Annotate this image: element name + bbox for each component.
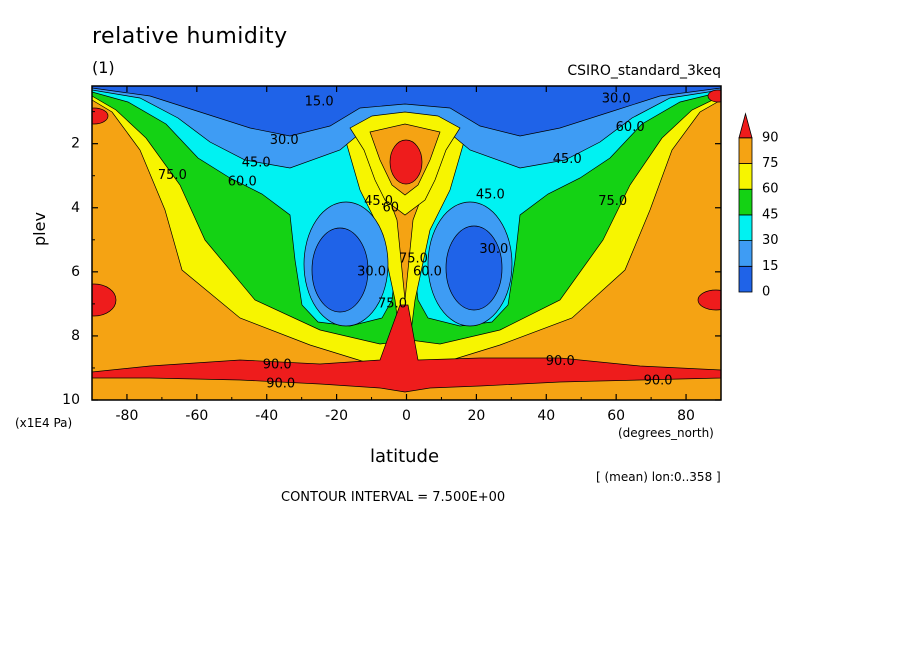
band-0-15-upper [92, 86, 721, 137]
contour-label-0: 15.0 [305, 95, 334, 110]
x-tick-label-8: 80 [677, 408, 695, 424]
x-tick-label-6: 40 [537, 408, 555, 424]
contour-label-9: 60.0 [413, 264, 442, 279]
colorbar-label-6: 90 [762, 130, 779, 145]
contour-label-1: 30.0 [270, 133, 299, 148]
contour-label-16: 75.0 [598, 194, 627, 209]
contour-label-19: 90.0 [546, 354, 575, 369]
run-label: CSIRO_standard_3keq [567, 63, 721, 79]
axes: -80 -60 -40 -20 0 20 40 60 80 2 4 6 8 10 [62, 86, 722, 424]
filled-contours [92, 86, 721, 400]
colorbar-label-0: 0 [762, 285, 770, 300]
contour-label-6: 60 [383, 200, 400, 215]
colorbar-box-2 [738, 214, 753, 241]
x-tick-label-7: 60 [607, 408, 625, 424]
x-tick-label-2: -40 [255, 408, 278, 424]
x-tick-label-3: -20 [325, 408, 348, 424]
y-tick-label-0: 2 [71, 136, 80, 152]
band-0-15-dry-cell-south [311, 227, 369, 313]
contour-label-20: 90.0 [644, 373, 673, 388]
averaging-note: [ (mean) lon:0..358 ] [596, 470, 721, 484]
contour-label-5: 45.0 [364, 194, 393, 209]
contour-label-15: 30.0 [602, 91, 631, 106]
colorbar-extend-arrow [738, 112, 753, 139]
contour-label-18: 90.0 [266, 376, 295, 391]
y-tick-label-2: 6 [71, 264, 80, 280]
contour-label-8: 75.0 [399, 252, 428, 267]
band-90-patch-southwest [92, 283, 117, 317]
band-90-lower-layer [92, 304, 721, 393]
contour-label-7: 30.0 [357, 264, 386, 279]
colorbar-box-4 [738, 163, 753, 190]
colorbar-label-3: 45 [762, 207, 779, 222]
contour-label-14: 60.0 [616, 120, 645, 135]
contour-label-10: 75.0 [378, 296, 407, 311]
colorbar-label-4: 60 [762, 182, 779, 197]
contour-label-13: 45.0 [553, 152, 582, 167]
y-axis-unit: (x1E4 Pa) [15, 416, 73, 430]
contour-label-17: 90.0 [263, 357, 292, 372]
colorbar: 0 15 30 45 60 75 90 [738, 112, 779, 300]
x-tick-label-0: -80 [116, 408, 139, 424]
contour-label-4: 75.0 [158, 168, 187, 183]
y-tick-label-4: 10 [62, 392, 80, 408]
contour-label-2: 45.0 [242, 155, 271, 170]
colorbar-label-2: 30 [762, 233, 779, 248]
contour-interval-label: CONTOUR INTERVAL = 7.500E+00 [281, 490, 506, 505]
colorbar-box-0 [738, 265, 753, 293]
contour-label-3: 60.0 [228, 175, 257, 190]
x-tick-label-1: -60 [185, 408, 208, 424]
contour-labels: 15.030.045.060.075.045.06030.075.060.075… [158, 91, 673, 391]
band-90-patch-northeast [697, 289, 721, 311]
band-90-peak-upper [389, 139, 423, 185]
contour-label-12: 30.0 [479, 242, 508, 257]
y-tick-label-1: 4 [71, 200, 80, 216]
x-axis-label: latitude [370, 446, 440, 467]
x-tick-label-5: 20 [467, 408, 485, 424]
chart-subtitle: (1) [92, 58, 115, 77]
band-90-patch-south-top [92, 107, 109, 125]
chart-title: relative humidity [92, 24, 288, 49]
band-90-patch-north-top [707, 89, 721, 103]
colorbar-label-1: 15 [762, 259, 779, 274]
x-tick-label-4: 0 [402, 408, 411, 424]
contour-label-11: 45.0 [476, 187, 505, 202]
colorbar-label-5: 75 [762, 156, 779, 171]
colorbar-box-1 [738, 240, 753, 267]
y-tick-label-3: 8 [71, 328, 80, 344]
colorbar-box-5 [738, 137, 753, 164]
colorbar-box-3 [738, 188, 753, 216]
x-axis-unit: (degrees_north) [618, 426, 714, 440]
band-0-15-dry-cell-north [445, 225, 503, 311]
